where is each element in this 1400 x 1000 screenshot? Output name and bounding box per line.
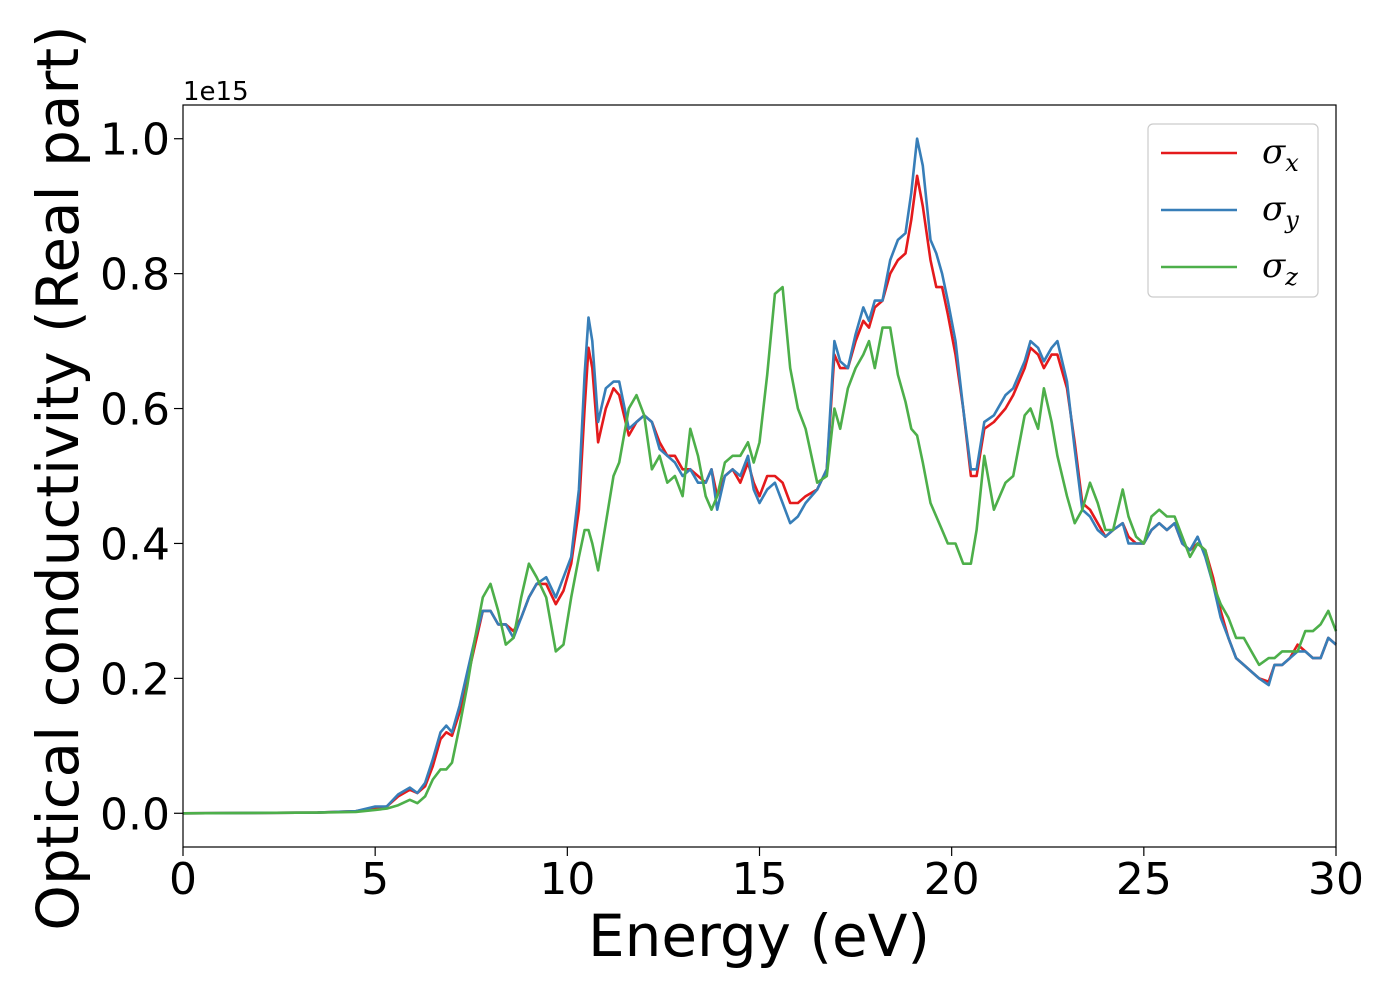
y-axis-offset-label: 1e15 <box>183 77 249 107</box>
series-line-z <box>182 285 1338 815</box>
x-axis-ticks: 0 5 10 15 20 25 30 <box>169 847 1364 905</box>
y-tick-label: 1.0 <box>100 115 170 166</box>
plot-lines <box>182 137 1338 815</box>
x-tick-label: 10 <box>539 854 595 905</box>
x-tick-label: 5 <box>361 854 389 905</box>
series-line-y <box>182 137 1337 815</box>
legend-label-x: σx <box>1262 132 1299 177</box>
y-tick-label: 0.4 <box>100 519 170 570</box>
x-axis-label: Energy (eV) <box>588 902 930 970</box>
legend: σx σy σz <box>1147 123 1319 298</box>
y-tick-label: 0.0 <box>100 789 170 840</box>
legend-label-z: σz <box>1262 246 1298 291</box>
y-tick-label: 0.2 <box>100 654 170 705</box>
y-tick-label: 0.8 <box>100 250 170 301</box>
y-tick-label: 0.6 <box>100 385 170 436</box>
x-tick-label: 20 <box>924 854 980 905</box>
y-axis-ticks: 0.0 0.2 0.4 0.6 0.8 1.0 <box>100 115 183 840</box>
y-axis-label: Optical conductivity (Real part) <box>24 25 92 930</box>
x-tick-label: 30 <box>1308 854 1364 905</box>
x-tick-label: 0 <box>169 854 197 905</box>
legend-label-y: σy <box>1262 189 1299 234</box>
x-tick-label: 15 <box>732 854 788 905</box>
x-tick-label: 25 <box>1116 854 1172 905</box>
